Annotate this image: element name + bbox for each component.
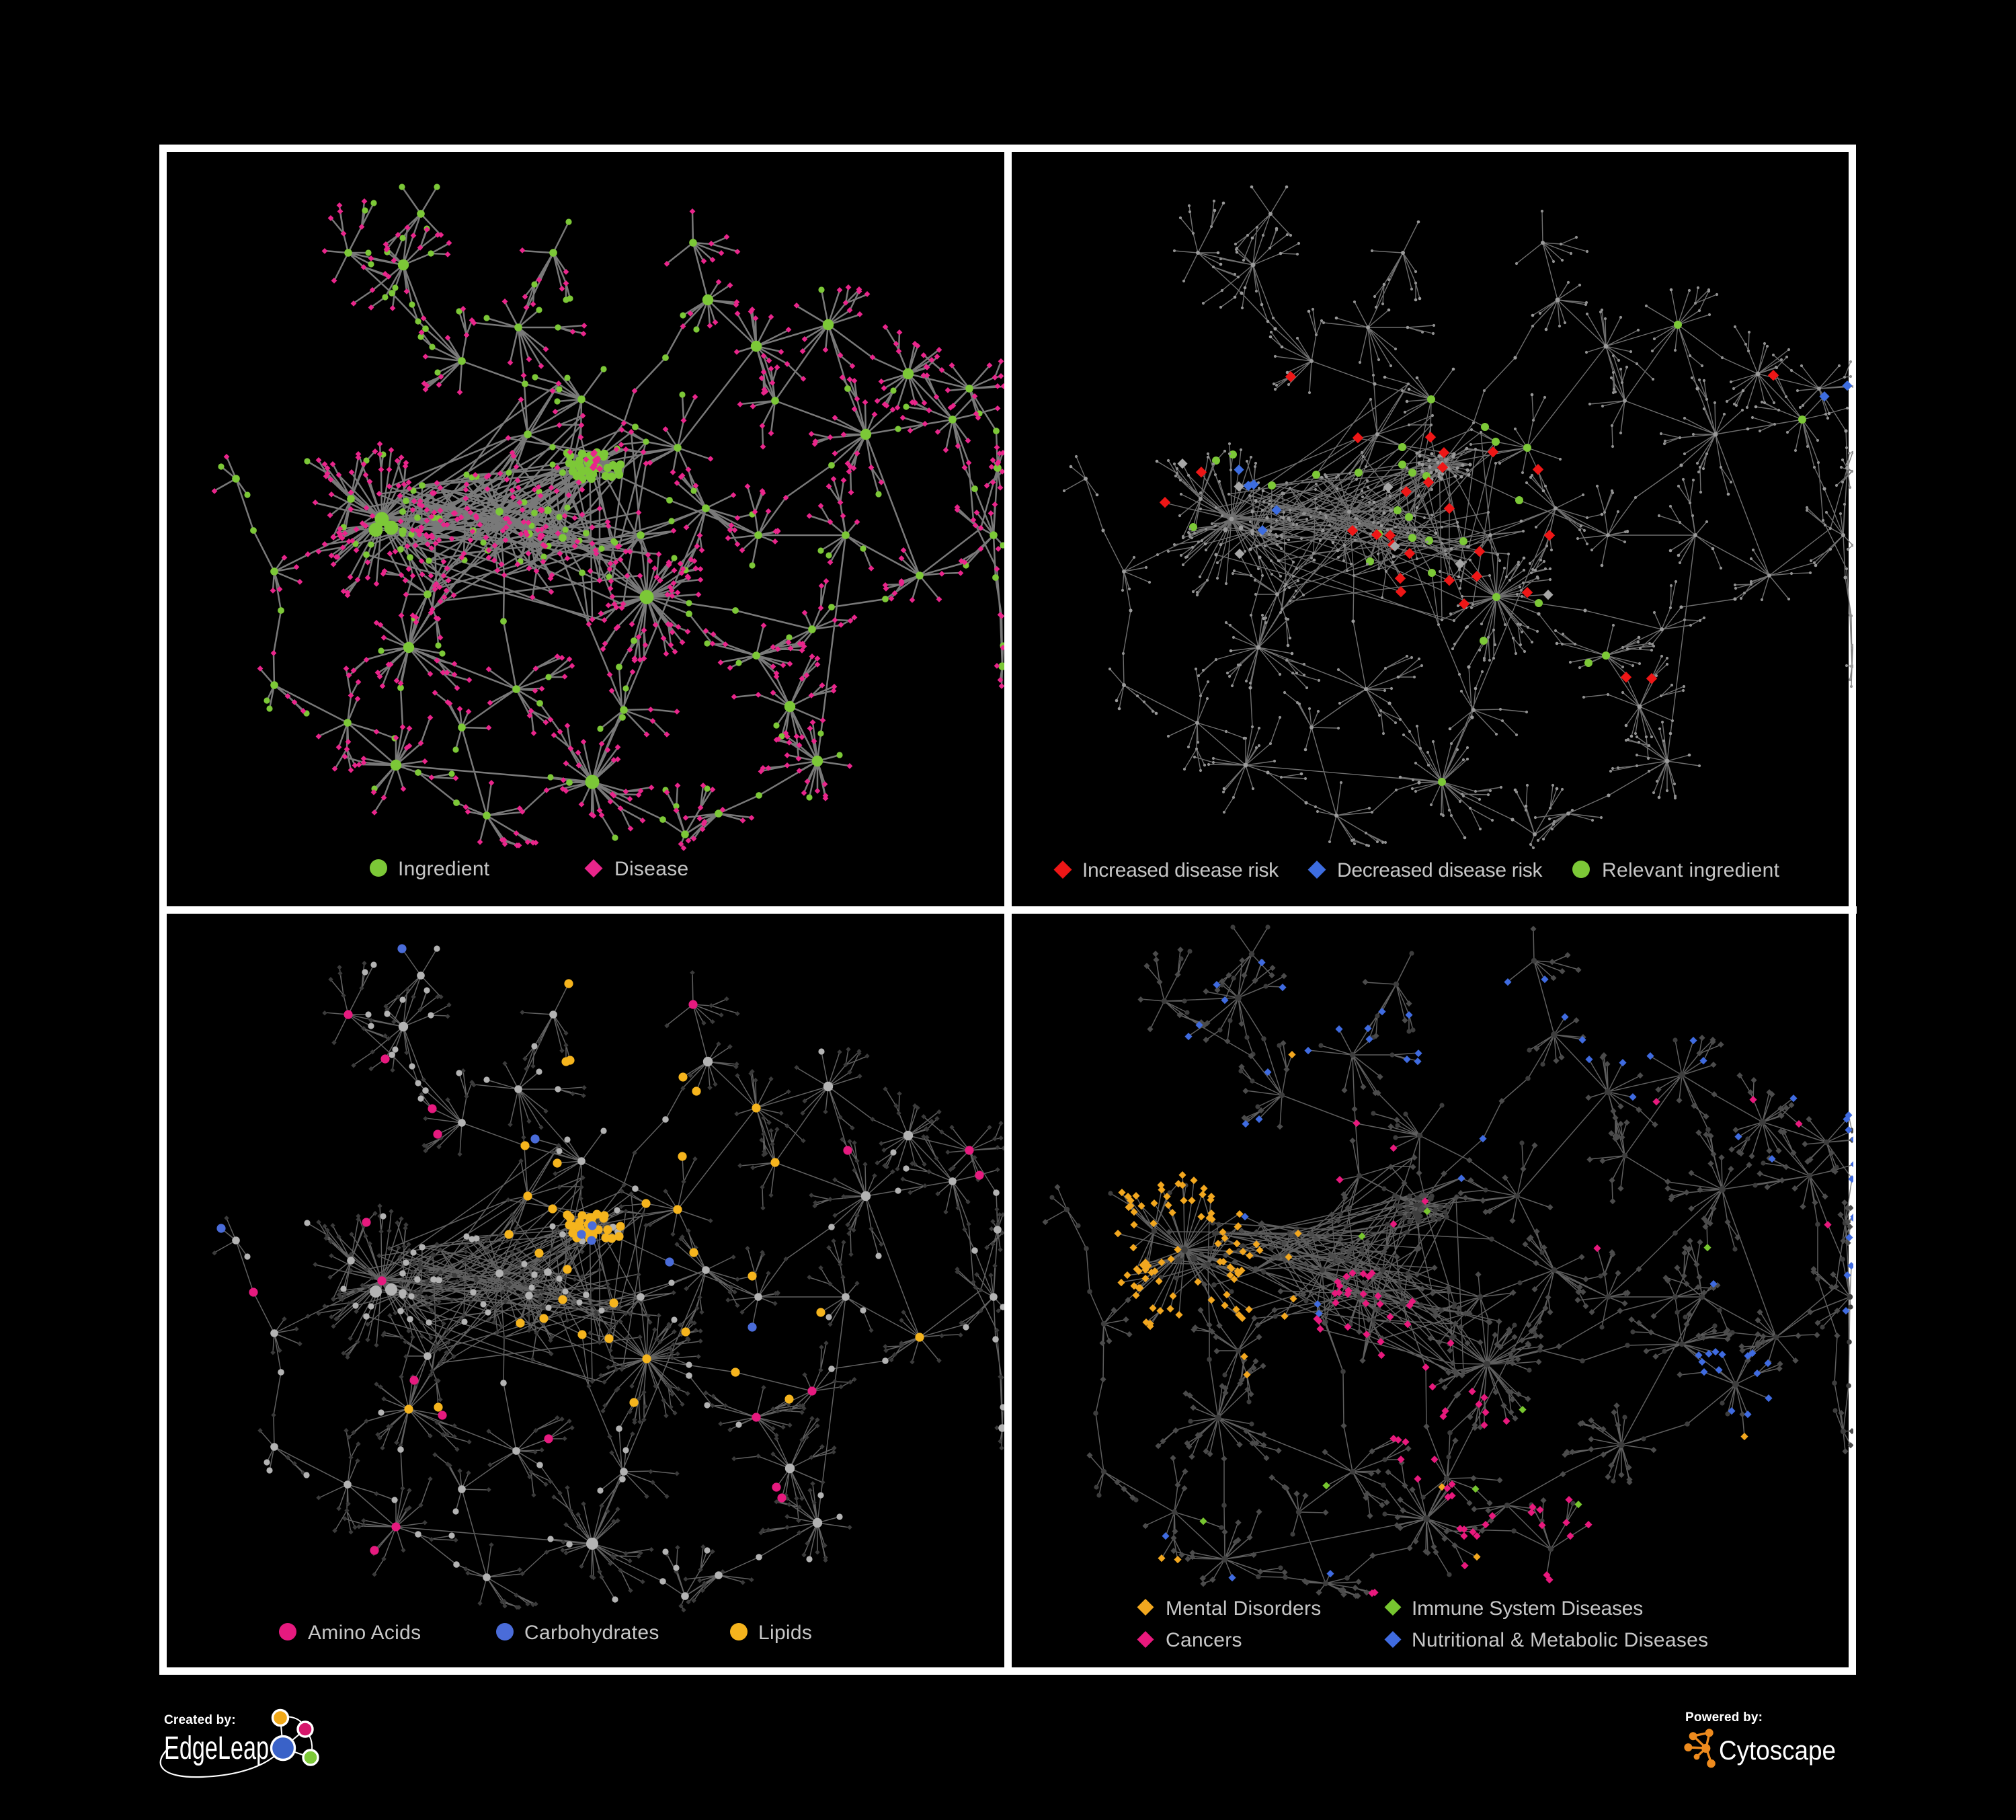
svg-text:Cancers: Cancers [1166,1629,1242,1651]
svg-text:EdgeLeap: EdgeLeap [164,1731,269,1766]
svg-text:Created by:: Created by: [164,1713,236,1727]
svg-text:Disease: Disease [614,858,688,880]
svg-text:Nutritional & Metabolic Diseas: Nutritional & Metabolic Diseases [1412,1629,1708,1651]
svg-text:Amino Acids: Amino Acids [308,1622,421,1644]
svg-text:Carbohydrates: Carbohydrates [524,1622,659,1644]
svg-text:Decreased disease risk: Decreased disease risk [1337,859,1543,881]
svg-text:Relevant ingredient: Relevant ingredient [1602,859,1780,881]
svg-text:Powered by:: Powered by: [1685,1710,1763,1725]
svg-text:Immune System Diseases: Immune System Diseases [1412,1597,1643,1620]
svg-text:Ingredient: Ingredient [398,858,490,880]
svg-text:Cytoscape: Cytoscape [1719,1736,1836,1766]
svg-text:Increased disease risk: Increased disease risk [1082,859,1279,881]
svg-text:Lipids: Lipids [758,1622,812,1644]
svg-text:Mental Disorders: Mental Disorders [1166,1597,1322,1620]
